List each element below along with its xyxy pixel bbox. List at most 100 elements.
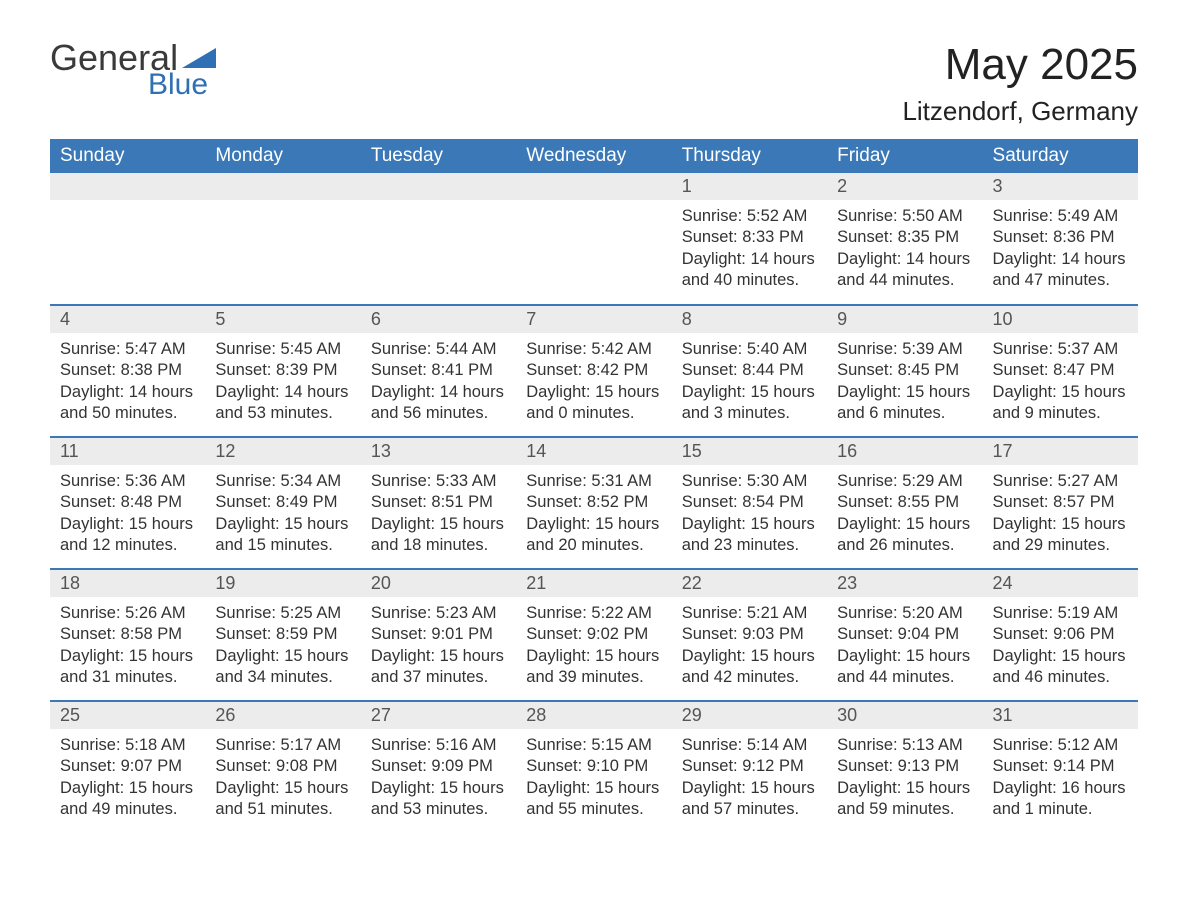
sunset-line: Sunset: 9:04 PM xyxy=(837,624,972,645)
day-number: 19 xyxy=(205,570,360,597)
daylight-line: Daylight: 15 hours and 6 minutes. xyxy=(837,382,972,425)
daylight-line: Daylight: 15 hours and 29 minutes. xyxy=(993,514,1128,557)
sunrise-value: 5:14 AM xyxy=(747,736,808,754)
sunrise-value: 5:30 AM xyxy=(747,472,808,490)
daylight-line: Daylight: 14 hours and 47 minutes. xyxy=(993,249,1128,292)
day-details: Sunrise: 5:42 AMSunset: 8:42 PMDaylight:… xyxy=(516,333,671,435)
calendar-day-cell: 17Sunrise: 5:27 AMSunset: 8:57 PMDayligh… xyxy=(983,437,1138,569)
day-number: 4 xyxy=(50,306,205,333)
sunset-label: Sunset: xyxy=(837,625,893,643)
calendar-day-cell: 13Sunrise: 5:33 AMSunset: 8:51 PMDayligh… xyxy=(361,437,516,569)
day-number: 21 xyxy=(516,570,671,597)
day-number: 25 xyxy=(50,702,205,729)
sunrise-line: Sunrise: 5:18 AM xyxy=(60,735,195,756)
calendar-week-row: 11Sunrise: 5:36 AMSunset: 8:48 PMDayligh… xyxy=(50,437,1138,569)
sunset-label: Sunset: xyxy=(215,625,271,643)
sunset-value: 8:47 PM xyxy=(1053,361,1114,379)
daylight-label: Daylight: xyxy=(837,647,901,665)
sunset-label: Sunset: xyxy=(215,361,271,379)
daylight-line: Daylight: 14 hours and 44 minutes. xyxy=(837,249,972,292)
day-number: 15 xyxy=(672,438,827,465)
sunrise-value: 5:45 AM xyxy=(281,340,342,358)
sunset-value: 8:59 PM xyxy=(276,625,337,643)
calendar-day-cell: 12Sunrise: 5:34 AMSunset: 8:49 PMDayligh… xyxy=(205,437,360,569)
calendar-day-cell: 1Sunrise: 5:52 AMSunset: 8:33 PMDaylight… xyxy=(672,173,827,305)
sunset-label: Sunset: xyxy=(993,757,1049,775)
sunrise-label: Sunrise: xyxy=(993,736,1054,754)
sunset-label: Sunset: xyxy=(837,493,893,511)
sunset-line: Sunset: 8:42 PM xyxy=(526,360,661,381)
calendar-day-cell: 27Sunrise: 5:16 AMSunset: 9:09 PMDayligh… xyxy=(361,701,516,833)
sunset-label: Sunset: xyxy=(60,493,116,511)
sunset-line: Sunset: 9:13 PM xyxy=(837,756,972,777)
daylight-label: Daylight: xyxy=(371,383,435,401)
daylight-label: Daylight: xyxy=(682,779,746,797)
day-details: Sunrise: 5:17 AMSunset: 9:08 PMDaylight:… xyxy=(205,729,360,831)
sunrise-line: Sunrise: 5:39 AM xyxy=(837,339,972,360)
daylight-label: Daylight: xyxy=(682,250,746,268)
daylight-label: Daylight: xyxy=(215,383,279,401)
weekday-header: Monday xyxy=(205,139,360,173)
sunrise-label: Sunrise: xyxy=(215,472,276,490)
sunrise-value: 5:12 AM xyxy=(1058,736,1119,754)
day-number: 9 xyxy=(827,306,982,333)
sunrise-line: Sunrise: 5:49 AM xyxy=(993,206,1128,227)
daylight-line: Daylight: 15 hours and 26 minutes. xyxy=(837,514,972,557)
logo-text-blue: Blue xyxy=(148,70,208,100)
sunrise-label: Sunrise: xyxy=(215,736,276,754)
sunset-value: 8:52 PM xyxy=(587,493,648,511)
sunrise-line: Sunrise: 5:47 AM xyxy=(60,339,195,360)
daylight-label: Daylight: xyxy=(60,515,124,533)
daylight-label: Daylight: xyxy=(993,515,1057,533)
daylight-label: Daylight: xyxy=(993,250,1057,268)
sunrise-label: Sunrise: xyxy=(993,472,1054,490)
day-number: 28 xyxy=(516,702,671,729)
day-details: Sunrise: 5:16 AMSunset: 9:09 PMDaylight:… xyxy=(361,729,516,831)
title-block: May 2025 Litzendorf, Germany xyxy=(902,40,1138,127)
daylight-label: Daylight: xyxy=(837,779,901,797)
sunrise-line: Sunrise: 5:45 AM xyxy=(215,339,350,360)
sunrise-label: Sunrise: xyxy=(682,604,743,622)
calendar-day-cell: 8Sunrise: 5:40 AMSunset: 8:44 PMDaylight… xyxy=(672,305,827,437)
day-details: Sunrise: 5:34 AMSunset: 8:49 PMDaylight:… xyxy=(205,465,360,567)
sunset-line: Sunset: 9:01 PM xyxy=(371,624,506,645)
sunrise-label: Sunrise: xyxy=(526,340,587,358)
calendar-day-cell xyxy=(50,173,205,305)
sunrise-line: Sunrise: 5:13 AM xyxy=(837,735,972,756)
sunrise-label: Sunrise: xyxy=(526,736,587,754)
day-number xyxy=(516,173,671,200)
brand-logo: General Blue xyxy=(50,40,216,100)
day-number: 10 xyxy=(983,306,1138,333)
sunset-label: Sunset: xyxy=(682,625,738,643)
daylight-label: Daylight: xyxy=(837,515,901,533)
sunrise-value: 5:27 AM xyxy=(1058,472,1119,490)
sunset-label: Sunset: xyxy=(60,625,116,643)
sunrise-label: Sunrise: xyxy=(371,340,432,358)
daylight-label: Daylight: xyxy=(682,383,746,401)
calendar-day-cell: 6Sunrise: 5:44 AMSunset: 8:41 PMDaylight… xyxy=(361,305,516,437)
sunrise-line: Sunrise: 5:44 AM xyxy=(371,339,506,360)
sunrise-value: 5:50 AM xyxy=(902,207,963,225)
sunrise-line: Sunrise: 5:21 AM xyxy=(682,603,817,624)
calendar-day-cell: 2Sunrise: 5:50 AMSunset: 8:35 PMDaylight… xyxy=(827,173,982,305)
sunrise-label: Sunrise: xyxy=(682,207,743,225)
weekday-header: Sunday xyxy=(50,139,205,173)
daylight-label: Daylight: xyxy=(526,779,590,797)
day-details: Sunrise: 5:18 AMSunset: 9:07 PMDaylight:… xyxy=(50,729,205,831)
day-details: Sunrise: 5:29 AMSunset: 8:55 PMDaylight:… xyxy=(827,465,982,567)
sunset-line: Sunset: 8:38 PM xyxy=(60,360,195,381)
sunset-line: Sunset: 9:07 PM xyxy=(60,756,195,777)
sunset-value: 9:03 PM xyxy=(742,625,803,643)
sunset-value: 8:48 PM xyxy=(121,493,182,511)
sunrise-line: Sunrise: 5:33 AM xyxy=(371,471,506,492)
calendar-day-cell: 30Sunrise: 5:13 AMSunset: 9:13 PMDayligh… xyxy=(827,701,982,833)
sunrise-label: Sunrise: xyxy=(526,472,587,490)
day-number: 31 xyxy=(983,702,1138,729)
sunset-value: 9:13 PM xyxy=(898,757,959,775)
sunrise-label: Sunrise: xyxy=(60,604,121,622)
sunset-value: 8:39 PM xyxy=(276,361,337,379)
daylight-label: Daylight: xyxy=(993,779,1057,797)
sunrise-label: Sunrise: xyxy=(837,472,898,490)
sunset-value: 9:12 PM xyxy=(742,757,803,775)
calendar-day-cell xyxy=(516,173,671,305)
